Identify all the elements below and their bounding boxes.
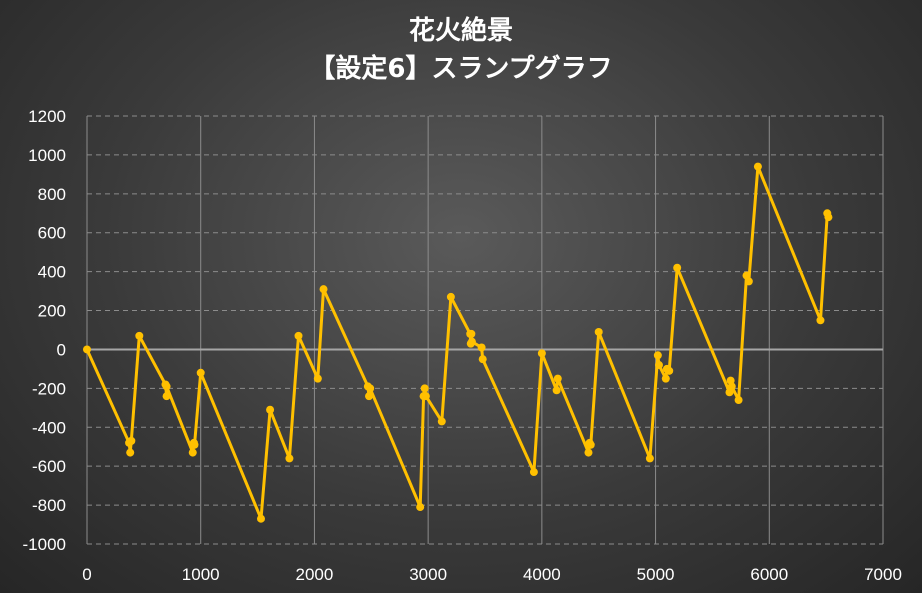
data-point	[824, 213, 833, 222]
data-point	[586, 440, 595, 449]
data-point	[584, 448, 593, 457]
chart-title: 花火絶景	[408, 16, 513, 46]
x-tick-label: 3000	[409, 565, 447, 584]
data-point	[661, 374, 670, 383]
data-point	[294, 331, 303, 340]
data-point	[477, 343, 486, 352]
y-tick-label: 600	[38, 224, 66, 243]
x-tick-label: 0	[82, 565, 91, 584]
y-tick-label: -400	[32, 418, 66, 437]
data-point	[816, 316, 825, 325]
data-point	[196, 368, 205, 377]
x-tick-label: 1000	[182, 565, 220, 584]
data-point	[645, 454, 654, 463]
x-tick-label: 5000	[637, 565, 675, 584]
data-point	[266, 405, 275, 414]
data-point	[467, 329, 476, 338]
y-tick-label: -200	[32, 379, 66, 398]
data-point	[126, 448, 135, 457]
data-point	[420, 384, 429, 393]
y-tick-label: 1000	[28, 146, 66, 165]
data-point	[553, 374, 562, 383]
data-point	[653, 351, 662, 360]
data-point	[162, 382, 171, 391]
data-point	[467, 337, 476, 346]
data-point	[416, 503, 425, 512]
data-point	[437, 417, 446, 426]
data-point	[135, 331, 144, 340]
data-point	[127, 436, 136, 445]
data-point	[83, 345, 91, 354]
x-tick-label: 7000	[864, 565, 902, 584]
y-tick-label: 0	[57, 340, 66, 359]
data-point	[366, 384, 375, 393]
data-point	[256, 514, 265, 523]
y-tick-label: 1200	[28, 107, 66, 126]
data-point	[753, 162, 762, 171]
data-point	[673, 263, 682, 272]
data-point	[188, 448, 197, 457]
data-point	[552, 386, 561, 395]
data-point	[537, 349, 546, 358]
data-point	[319, 285, 328, 294]
chart-subtitle: 【設定6】スランプグラフ	[309, 54, 613, 84]
x-tick-label: 6000	[750, 565, 788, 584]
data-point	[654, 361, 663, 370]
data-point	[727, 382, 736, 391]
data-point	[421, 392, 430, 401]
data-point	[190, 440, 199, 449]
data-point	[529, 468, 538, 477]
data-point	[313, 374, 322, 383]
data-point	[744, 277, 753, 286]
x-tick-label: 2000	[296, 565, 334, 584]
data-point	[734, 396, 743, 405]
data-point	[365, 392, 374, 401]
data-point	[285, 454, 294, 463]
y-tick-label: -800	[32, 496, 66, 515]
data-point	[478, 355, 487, 364]
y-tick-label: 800	[38, 185, 66, 204]
x-tick-label: 4000	[523, 565, 561, 584]
data-point	[665, 366, 674, 375]
y-tick-label: 200	[38, 302, 66, 321]
y-tick-label: -1000	[23, 535, 66, 554]
data-point	[446, 292, 455, 301]
data-point	[594, 327, 603, 336]
y-tick-label: -600	[32, 457, 66, 476]
data-point	[162, 392, 171, 401]
y-tick-label: 400	[38, 263, 66, 282]
